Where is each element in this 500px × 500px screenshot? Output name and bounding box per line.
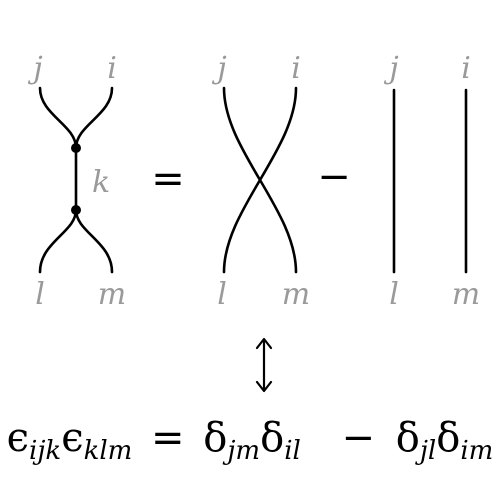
label-bottom-l: l: [217, 277, 227, 312]
formula-term-1: δjmδil: [191, 415, 314, 466]
delta-symbol: δ: [260, 415, 285, 461]
delta-subscript: jm: [227, 436, 261, 466]
label-internal-k: k: [92, 165, 110, 200]
label-bottom-l: l: [389, 277, 399, 312]
epsilon-delta-formula: ϵijkϵklm = δjmδil − δjlδim: [0, 408, 500, 481]
strand-top-left: [38, 86, 78, 150]
strand-top-right: [74, 86, 114, 150]
label-top-i: i: [461, 51, 471, 86]
label-top-j: j: [211, 51, 226, 86]
label-top-i: i: [291, 51, 301, 86]
delta-subscript: jl: [419, 436, 437, 466]
label-top-j: j: [27, 51, 42, 86]
formula-lhs: ϵijkϵklm: [6, 415, 145, 466]
minus-sign: −: [317, 154, 351, 200]
formula-term-2: δjlδim: [383, 415, 494, 466]
label-bottom-l: l: [35, 277, 45, 312]
epsilon-symbol: ϵ: [6, 415, 30, 461]
equals-sign: =: [151, 156, 185, 202]
label-bottom-m: m: [98, 277, 126, 312]
delta-subscript: im: [460, 436, 494, 466]
vertex-top: [71, 143, 81, 153]
formula-equals: =: [151, 415, 185, 461]
strand-i-to-l: [222, 86, 298, 274]
epsilon-subscript: klm: [83, 436, 133, 466]
parallel-strands-graph: j i l m: [383, 51, 480, 312]
label-top-j: j: [383, 51, 398, 86]
epsilon-contraction-graph: j i k l m: [27, 51, 126, 312]
delta-symbol: δ: [436, 415, 461, 461]
label-bottom-m: m: [452, 277, 480, 312]
label-bottom-m: m: [282, 277, 310, 312]
label-top-i: i: [107, 51, 117, 86]
strand-bottom-left: [38, 208, 78, 274]
crossing-strands-graph: j i l m: [211, 51, 310, 312]
epsilon-subscript: ijk: [29, 436, 62, 466]
double-headed-vertical-arrow-icon: [255, 337, 273, 393]
strand-bottom-right: [74, 208, 114, 274]
epsilon-symbol: ϵ: [61, 415, 84, 461]
delta-subscript: il: [284, 436, 301, 466]
delta-symbol: δ: [395, 415, 420, 461]
delta-symbol: δ: [203, 415, 228, 461]
formula-minus: −: [341, 415, 376, 461]
